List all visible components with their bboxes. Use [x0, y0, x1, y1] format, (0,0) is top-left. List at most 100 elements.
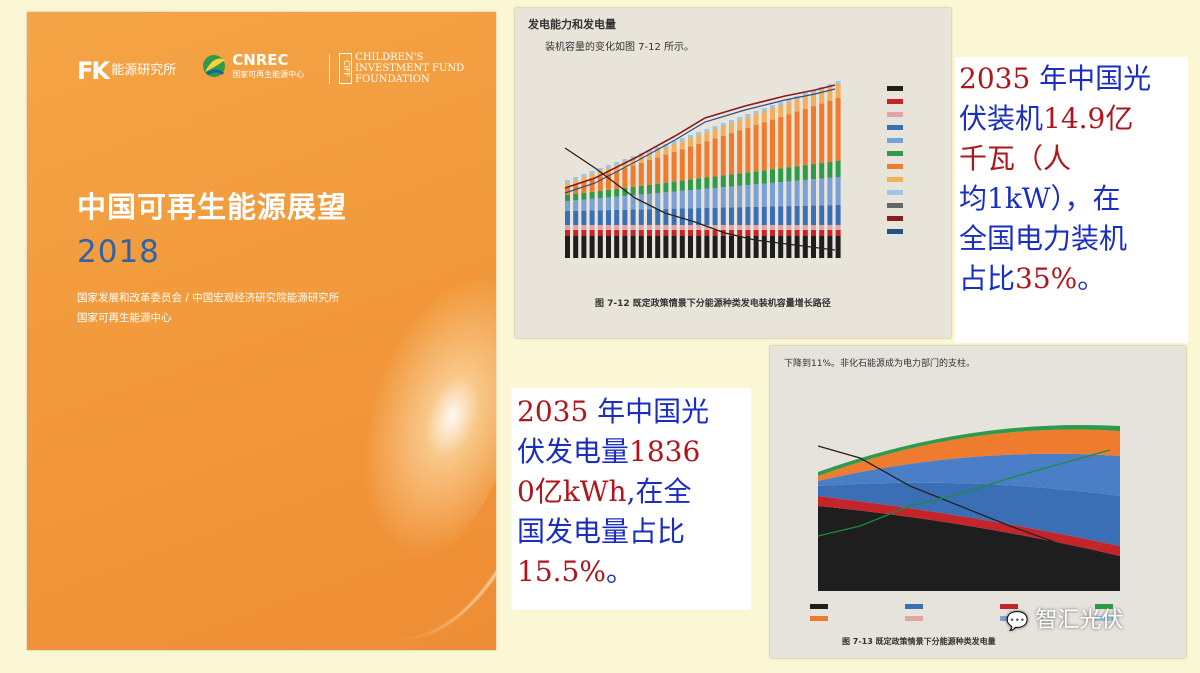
capacity-bar-segment — [737, 117, 743, 120]
capacity-bar-segment — [696, 132, 702, 135]
capacity-bar-segment — [589, 210, 595, 225]
capacity-callout: 2035 年中国光 伏装机14.9亿 千瓦（人 均1kW），在 全国电力装机 占比35%。 — [955, 57, 1188, 343]
callout-fragment: 。 — [1077, 262, 1106, 295]
capacity-bar-segment — [679, 190, 685, 209]
eri-logo-name: 能源研究所 — [111, 63, 177, 78]
capacity-bar-segment — [761, 230, 767, 236]
capacity-bar-segment — [720, 135, 726, 176]
capacity-bar-segment — [688, 190, 693, 209]
capacity-bar-segment — [770, 225, 775, 230]
capacity-bar-segment — [811, 93, 816, 107]
capacity-bar-segment — [614, 162, 620, 165]
capacity-bar-segment — [745, 114, 751, 117]
capacity-bar-segment — [663, 147, 669, 155]
capacity-bar-segment — [811, 164, 816, 180]
capacity-bar-segment — [753, 230, 759, 236]
capacity-bar-segment — [729, 207, 734, 225]
generation-legend-swatch — [1095, 604, 1113, 609]
capacity-bar-segment — [802, 236, 808, 258]
capacity-bar-segment — [696, 178, 702, 190]
callout-fragment: 伏发电量 — [517, 435, 630, 468]
capacity-bar-segment — [786, 167, 792, 182]
capacity-bar-segment — [622, 209, 628, 225]
capacity-bar-segment — [581, 230, 587, 236]
capacity-bar-segment — [655, 230, 661, 236]
capacity-bar-segment — [704, 188, 710, 208]
generation-chart-photo: 下降到11%。非化石能源成为电力部门的支柱。 图 7-13 既定政策情景下分能源… — [770, 346, 1186, 658]
capacity-bar-segment — [655, 183, 661, 193]
capacity-bar-segment — [745, 236, 751, 258]
capacity-bar-segment — [827, 162, 833, 178]
capacity-bar-segment — [761, 206, 767, 225]
capacity-bar-segment — [606, 197, 611, 211]
capacity-legend-swatch — [887, 229, 903, 234]
capacity-bar-segment — [663, 182, 669, 193]
capacity-bar-segment — [565, 211, 570, 225]
capacity-bar-segment — [745, 207, 751, 225]
capacity-bar-segment — [827, 100, 833, 163]
callout-fragment: 年中国光 — [1030, 62, 1152, 95]
capacity-bar-segment — [647, 184, 652, 194]
capacity-bar-segment — [589, 198, 595, 211]
capacity-bar-segment — [589, 236, 595, 258]
capacity-bar-segment — [573, 177, 579, 180]
callout-line: 均1kW），在 — [959, 179, 1184, 219]
capacity-bar-segment — [679, 230, 685, 236]
capacity-bar-segment — [696, 208, 702, 225]
capacity-bar-segment — [606, 165, 611, 168]
capacity-bar-segment — [794, 230, 800, 236]
capacity-bar-segment — [614, 170, 620, 189]
capacity-bar-segment — [671, 230, 677, 236]
capacity-bar-segment — [647, 153, 652, 161]
capacity-bar-segment — [737, 230, 743, 236]
capacity-bar-segment — [745, 185, 751, 207]
area-coal — [818, 506, 1120, 591]
ciff-line-1: CHILDREN'S — [355, 52, 424, 63]
capacity-bar-segment — [770, 230, 775, 236]
capacity-bar-segment — [671, 225, 677, 230]
capacity-bar-segment — [597, 210, 603, 225]
capacity-bar-segment — [811, 179, 816, 206]
capacity-bar-segment — [737, 225, 743, 230]
capacity-bar-segment — [761, 108, 767, 111]
capacity-bar-segment — [663, 154, 669, 183]
capacity-bar-segment — [647, 236, 652, 258]
callout-fragment: 2035 — [517, 395, 589, 428]
generation-legend-swatch — [905, 616, 923, 621]
capacity-bar-segment — [704, 225, 710, 230]
capacity-bar-segment — [630, 165, 636, 187]
capacity-bar-segment — [679, 138, 685, 141]
capacity-bar-segment — [778, 230, 784, 236]
callout-line: 伏装机14.9亿 — [959, 99, 1184, 139]
capacity-bar-segment — [745, 230, 751, 236]
capacity-bar-segment — [835, 236, 841, 258]
capacity-bar-segment — [614, 209, 620, 225]
callout-fragment: 均1kW），在 — [959, 182, 1121, 215]
photo-bottom-caption: 图 7-13 既定政策情景下分能源种类发电量 — [842, 637, 996, 646]
capacity-bar-segment — [778, 116, 784, 169]
capacity-bar-segment — [663, 236, 669, 258]
capacity-bar-segment — [770, 236, 775, 258]
capacity-bar-segment — [761, 236, 767, 258]
capacity-bar-segment — [835, 161, 841, 177]
capacity-bar-segment — [835, 81, 841, 84]
capacity-bar-segment — [835, 177, 841, 205]
capacity-bar-segment — [712, 230, 718, 236]
capacity-bar-segment — [753, 111, 759, 114]
callout-line: 2035 年中国光 — [517, 392, 745, 432]
capacity-bar-segment — [655, 193, 661, 209]
capacity-bar-segment — [720, 187, 726, 208]
capacity-bar-segment — [581, 192, 587, 200]
capacity-bar-segment — [835, 225, 841, 230]
capacity-bar-segment — [704, 141, 710, 178]
capacity-bar-segment — [696, 230, 702, 236]
capacity-bar-segment — [770, 108, 775, 120]
generation-legend-swatch — [905, 604, 923, 609]
capacity-bar-segment — [589, 225, 595, 230]
capacity-bar-segment — [835, 205, 841, 225]
capacity-bar-segment — [573, 210, 579, 225]
capacity-bar-segment — [704, 207, 710, 225]
capacity-bar-segment — [827, 230, 833, 236]
capacity-bar-segment — [712, 225, 718, 230]
capacity-bar-segment — [565, 187, 570, 195]
